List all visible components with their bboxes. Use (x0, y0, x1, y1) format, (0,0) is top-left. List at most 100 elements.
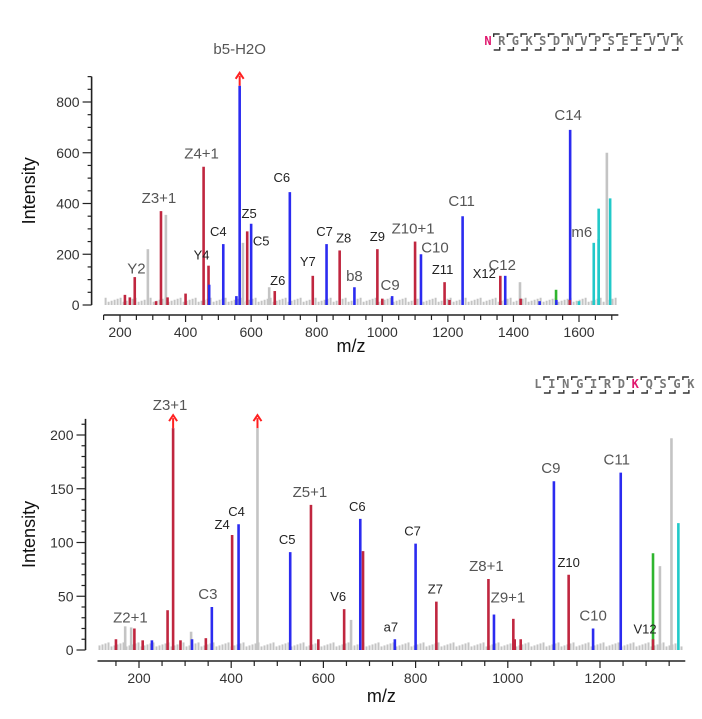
x-tick-label: 1400 (498, 324, 529, 340)
sequence-residue: G (673, 377, 680, 391)
y-tick-label: 800 (56, 94, 80, 110)
z-fragment-bracket-icon (613, 390, 621, 394)
sequence-residue: R (498, 34, 506, 48)
c-fragment-bracket-icon (598, 376, 606, 380)
x-axis-title: m/z (367, 686, 396, 706)
z-fragment-bracket-icon (630, 47, 638, 51)
sequence-residue: Q (646, 377, 653, 391)
c-fragment-bracket-icon (630, 33, 637, 37)
peak-annotation: Z10 (557, 555, 579, 570)
sequence-residue: K (676, 34, 684, 48)
sequence-residue: D (618, 377, 625, 391)
z-fragment-bracket-icon (589, 47, 597, 51)
peak-annotation: a7 (384, 619, 398, 634)
sequence-residue: N (562, 377, 569, 391)
sequence-residue: G (512, 34, 519, 48)
peak-annotation: C3 (198, 586, 217, 603)
x-tick-label: 400 (174, 324, 198, 340)
peak-annotation: C5 (253, 233, 270, 248)
peak-annotation: Z9 (370, 229, 385, 244)
y-axis-title: Intensity (19, 157, 39, 224)
c-fragment-bracket-icon (506, 33, 514, 37)
c-fragment-bracket-icon (493, 33, 500, 37)
c-fragment-bracket-icon (520, 33, 528, 37)
x-tick-label: 1200 (584, 670, 615, 686)
sequence-residue: V (580, 34, 587, 48)
sequence-residue: V (662, 34, 669, 48)
c-fragment-bracket-icon (588, 33, 596, 37)
sequence-residue: E (621, 34, 628, 48)
peak-annotation: Z10+1 (392, 221, 435, 238)
c-fragment-bracket-icon (534, 33, 541, 37)
y-tick-label: 200 (50, 427, 74, 443)
y-tick-label: 0 (72, 297, 80, 313)
z-fragment-bracket-icon (603, 47, 610, 51)
c-fragment-bracket-icon (682, 376, 689, 380)
y-tick-label: 600 (56, 145, 80, 161)
c-fragment-bracket-icon (657, 33, 665, 37)
z-fragment-bracket-icon (599, 390, 607, 394)
peak-annotation: Z4 (215, 517, 230, 532)
c-fragment-bracket-icon (612, 376, 620, 380)
c-fragment-bracket-icon (643, 33, 651, 37)
x-tick-label: 1200 (432, 324, 463, 340)
c-fragment-bracket-icon (640, 376, 648, 380)
x-tick-label: 400 (220, 670, 244, 686)
c-fragment-bracket-icon (626, 376, 634, 380)
c-fragment-bracket-icon (668, 376, 675, 380)
peak-annotation: C9 (381, 277, 400, 294)
x-tick-label: 800 (305, 324, 329, 340)
sequence-residue: G (576, 377, 583, 391)
peak-annotation: C10 (421, 239, 449, 256)
peak-annotation: Y7 (300, 254, 316, 269)
c-fragment-bracket-icon (543, 376, 550, 380)
x-tick-label: 800 (404, 670, 428, 686)
peak-annotation: Z6 (270, 273, 285, 288)
sequence-residue: S (608, 34, 615, 48)
sequence-residue: I (590, 377, 597, 391)
x-tick-label: 600 (312, 670, 336, 686)
peak-annotation: C4 (228, 504, 245, 519)
peak-annotation: b5-H2O (213, 41, 266, 58)
z-fragment-bracket-icon (571, 390, 579, 394)
sequence-residue: I (548, 377, 555, 391)
y-axis-title: Intensity (19, 501, 39, 568)
x-tick-label: 1600 (563, 324, 594, 340)
c-fragment-bracket-icon (671, 33, 678, 37)
peak-annotation: C12 (488, 257, 516, 274)
peak-annotation: Z8 (336, 230, 351, 245)
sequence-residue: R (604, 377, 612, 391)
peak-annotation: C5 (279, 532, 296, 547)
c-fragment-bracket-icon (571, 376, 578, 380)
peak-annotation: b8 (346, 268, 363, 285)
peak-annotation: C7 (316, 224, 333, 239)
peak-annotation: Z2+1 (113, 610, 148, 627)
peak-annotation: C10 (579, 608, 607, 625)
sequence-residue: L (534, 377, 541, 391)
z-fragment-bracket-icon (493, 47, 501, 51)
z-fragment-bracket-icon (543, 390, 551, 394)
c-fragment-bracket-icon (654, 376, 662, 380)
sequence-residue: D (553, 34, 560, 48)
peak-annotation: Y4 (194, 248, 210, 263)
y-tick-label: 50 (58, 588, 74, 604)
y-tick-label: 150 (50, 481, 74, 497)
z-fragment-bracket-icon (557, 390, 565, 394)
peak-annotation: Z5 (242, 206, 257, 221)
y-tick-label: 100 (50, 535, 74, 551)
peak-annotation: C6 (349, 499, 366, 514)
peak-annotation: C7 (404, 524, 421, 539)
arrow-head-icon (168, 413, 178, 422)
peak-annotation: V12 (633, 621, 656, 636)
z-fragment-bracket-icon (548, 47, 556, 51)
x-tick-label: 200 (127, 670, 151, 686)
peak-annotation: Z8+1 (469, 558, 504, 575)
spectrum-panel-1: 0 200 400 600 800 Intensity 200 400 600 800 1000 12… (19, 33, 684, 356)
y-tick-label: 400 (56, 196, 80, 212)
x-tick-label: 600 (239, 324, 263, 340)
peak-annotation: C11 (448, 193, 474, 210)
sequence-residue: E (635, 34, 642, 48)
z-fragment-bracket-icon (575, 47, 583, 51)
